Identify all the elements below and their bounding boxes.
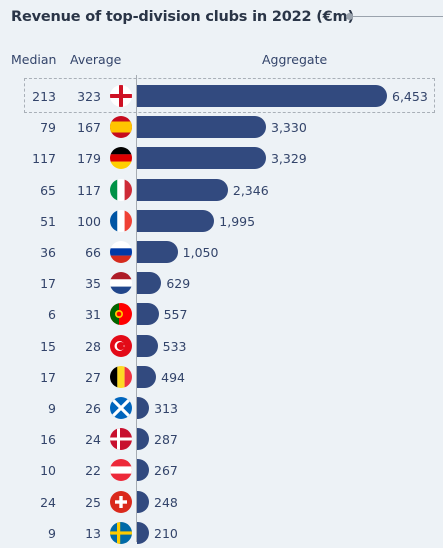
average-value: 35 [85, 276, 101, 292]
chart-row: 16 24 287 [0, 423, 443, 454]
average-value: 28 [85, 338, 101, 354]
aggregate-value-label: 1,995 [219, 213, 256, 229]
average-value: 31 [85, 307, 101, 323]
chart-row: 36 66 1,050 [0, 236, 443, 267]
median-value: 10 [40, 463, 56, 479]
france-flag [110, 209, 132, 232]
aggregate-bar [137, 490, 149, 513]
russia-flag [110, 241, 132, 263]
aggregate-bar [137, 459, 149, 482]
chart-row: 6 31 557 [0, 298, 443, 329]
average-header: Average [70, 52, 122, 67]
median-header: Median [11, 52, 57, 67]
aggregate-bar [137, 116, 266, 139]
median-value: 24 [40, 494, 56, 510]
aggregate-bar [137, 147, 266, 170]
aggregate-value-label: 3,329 [270, 151, 307, 167]
aggregate-value-label: 533 [162, 338, 187, 354]
chart-row: 117 179 3,329 [0, 142, 443, 173]
austria-flag [110, 459, 132, 482]
aggregate-value-label: 2,346 [232, 182, 269, 198]
scotland-flag [110, 397, 132, 419]
aggregate-bar [137, 334, 158, 357]
average-value: 25 [85, 494, 101, 510]
chart-row: 17 27 494 [0, 361, 443, 392]
aggregate-bar [137, 365, 157, 388]
aggregate-bar [137, 241, 178, 263]
median-value: 17 [40, 276, 56, 292]
aggregate-value-label: 629 [166, 276, 191, 292]
average-value: 26 [85, 401, 101, 416]
england-flag [110, 85, 132, 107]
aggregate-bar [137, 521, 149, 544]
aggregate-value-label: 3,330 [271, 120, 307, 136]
median-value: 51 [40, 213, 56, 229]
chart-row: 10 22 267 [0, 454, 443, 485]
median-value: 9 [48, 525, 56, 541]
title-rule [351, 16, 443, 17]
aggregate-value-label: 287 [154, 432, 178, 448]
aggregate-value-label: 248 [154, 494, 178, 510]
average-value: 179 [77, 151, 101, 167]
spain-flag [110, 116, 132, 139]
median-value: 16 [40, 432, 56, 448]
portugal-flag [110, 303, 132, 326]
aggregate-bar [137, 209, 215, 232]
chart-row: 15 28 533 [0, 330, 443, 361]
aggregate-header: Aggregate [262, 52, 328, 67]
turkey-flag [110, 334, 132, 357]
aggregate-bar [137, 85, 387, 107]
chart-row: 24 25 248 [0, 486, 443, 517]
sweden-flag [110, 521, 132, 544]
belgium-flag [110, 365, 132, 388]
aggregate-bar [137, 428, 149, 451]
germany-flag [110, 147, 132, 170]
title-line-dot [346, 13, 353, 20]
chart-title: Revenue of top-division clubs in 2022 (€… [11, 9, 354, 25]
chart-row: 9 13 210 [0, 517, 443, 548]
median-value: 117 [32, 151, 56, 167]
median-value: 9 [48, 401, 56, 416]
axis-line [136, 75, 137, 542]
netherlands-flag [110, 272, 132, 295]
chart-row: 213 323 6,453 [0, 80, 443, 111]
chart-row: 51 100 1,995 [0, 205, 443, 236]
aggregate-value-label: 557 [163, 307, 188, 323]
average-value: 22 [85, 463, 101, 479]
aggregate-value-label: 1,050 [182, 245, 219, 260]
median-value: 6 [48, 307, 56, 323]
average-value: 13 [85, 525, 101, 541]
median-value: 15 [40, 338, 56, 354]
aggregate-value-label: 494 [161, 369, 185, 385]
aggregate-bar [137, 303, 159, 326]
aggregate-value-label: 313 [154, 401, 178, 416]
italy-flag [110, 178, 132, 201]
aggregate-bar [137, 397, 150, 419]
average-value: 167 [77, 120, 101, 136]
aggregate-value-label: 6,453 [392, 89, 428, 104]
aggregate-bar [137, 272, 162, 295]
aggregate-value-label: 210 [154, 525, 178, 541]
chart-row: 9 26 313 [0, 392, 443, 423]
average-value: 100 [77, 213, 101, 229]
average-value: 27 [85, 369, 101, 385]
aggregate-value-label: 267 [154, 463, 178, 479]
chart-row: 65 117 2,346 [0, 174, 443, 205]
chart-row: 17 35 629 [0, 267, 443, 298]
median-value: 65 [40, 182, 56, 198]
average-value: 24 [85, 432, 101, 448]
chart-row: 79 167 3,330 [0, 111, 443, 142]
denmark-flag [110, 428, 132, 451]
median-value: 213 [32, 89, 56, 104]
aggregate-bar [137, 178, 228, 201]
average-value: 323 [77, 89, 101, 104]
median-value: 17 [40, 369, 56, 385]
median-value: 36 [40, 245, 56, 260]
average-value: 117 [77, 182, 101, 198]
average-value: 66 [85, 245, 101, 260]
highlighted-row-frame [24, 78, 435, 113]
switzerland-flag [110, 490, 132, 513]
median-value: 79 [40, 120, 56, 136]
